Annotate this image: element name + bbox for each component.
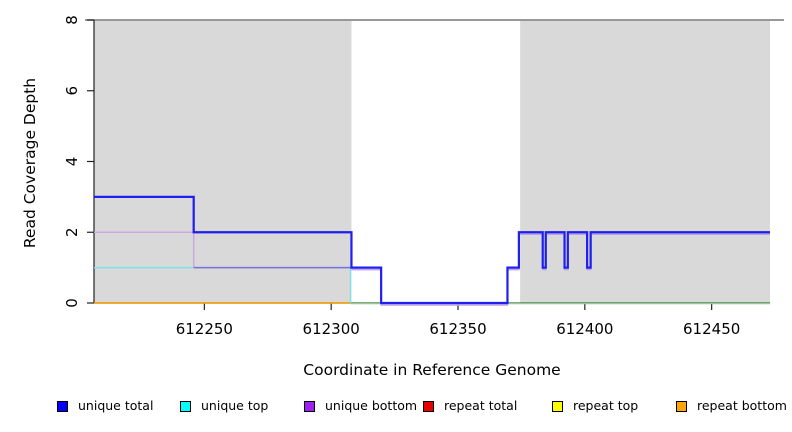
series-unique-total	[94, 195, 770, 305]
y-tick-label: 8	[63, 15, 81, 25]
left-repeat-region	[94, 21, 352, 303]
y-tick-label: 2	[63, 227, 81, 237]
y-tick-label: 0	[63, 298, 81, 308]
x-axis-title: Coordinate in Reference Genome	[303, 361, 561, 379]
right-repeat-region	[520, 21, 770, 303]
x-tick-label: 612400	[556, 320, 613, 338]
x-tick-label: 612450	[683, 320, 740, 338]
y-tick-label: 4	[63, 157, 81, 167]
x-tick-label: 612300	[303, 320, 360, 338]
x-tick-label: 612350	[429, 320, 486, 338]
y-tick-label: 6	[63, 86, 81, 96]
y-axis-title: Read Coverage Depth	[21, 77, 39, 249]
x-tick-label: 612250	[176, 320, 233, 338]
